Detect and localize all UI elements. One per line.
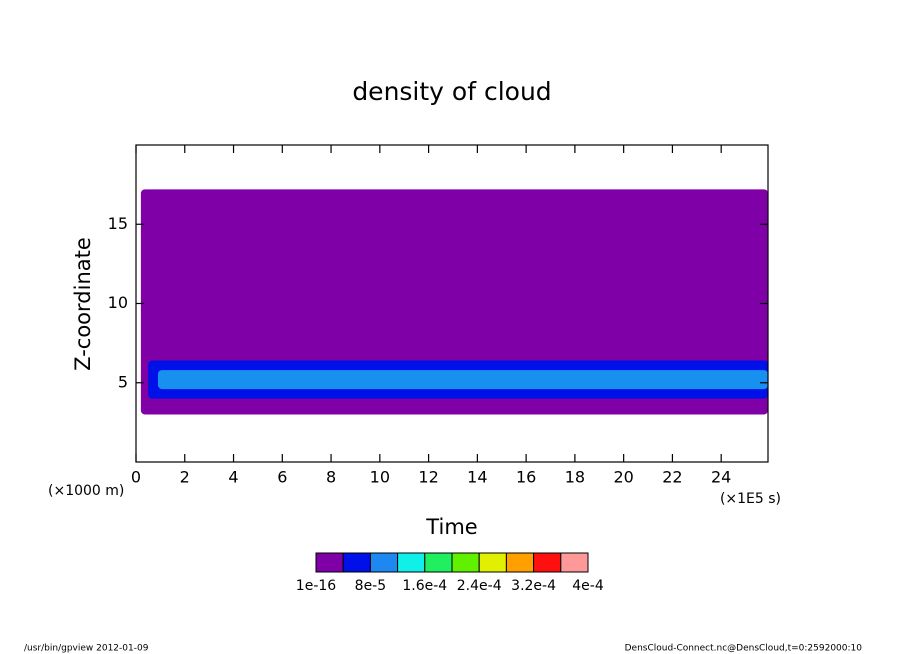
colorbar-label: 1.6e-4 bbox=[402, 578, 447, 594]
colorbar-label: 2.4e-4 bbox=[457, 578, 502, 594]
x-unit: (×1E5 s) bbox=[720, 491, 781, 507]
colorbar-swatch bbox=[342, 552, 371, 573]
x-tick-label: 22 bbox=[662, 468, 682, 487]
colorbar-label: 8e-5 bbox=[355, 578, 386, 594]
colorbar-swatch bbox=[560, 552, 589, 573]
y-tick-label: 5 bbox=[118, 372, 128, 391]
chart-title: density of cloud bbox=[352, 77, 551, 106]
x-tick-label: 6 bbox=[277, 468, 287, 487]
colorbar-swatch bbox=[478, 552, 507, 573]
y-axis-label: Z-coordinate bbox=[71, 237, 95, 371]
y-tick-label: 10 bbox=[108, 293, 128, 312]
colorbar-swatch bbox=[424, 552, 453, 573]
x-tick-label: 12 bbox=[418, 468, 438, 487]
x-axis-label: Time bbox=[425, 515, 477, 539]
x-tick-label: 4 bbox=[228, 468, 238, 487]
x-tick-label: 0 bbox=[131, 468, 141, 487]
contour-region bbox=[140, 189, 768, 415]
colorbar-swatch bbox=[451, 552, 480, 573]
y-unit: (×1000 m) bbox=[48, 483, 124, 499]
x-tick-label: 18 bbox=[565, 468, 585, 487]
contour-region bbox=[157, 370, 768, 390]
colorbar-swatch bbox=[533, 552, 562, 573]
colorbar-label: 1e-16 bbox=[296, 578, 336, 594]
colorbar-swatch bbox=[505, 552, 535, 573]
footer-left: /usr/bin/gpview 2012-01-09 bbox=[24, 644, 149, 654]
x-tick-label: 8 bbox=[326, 468, 336, 487]
contour-field bbox=[140, 189, 768, 415]
colorbar-label: 4e-4 bbox=[572, 578, 604, 594]
footer-right: DensCloud-Connect.nc@DensCloud,t=0:25920… bbox=[625, 644, 863, 654]
y-tick-label: 15 bbox=[108, 214, 128, 233]
x-tick-label: 24 bbox=[711, 468, 731, 487]
colorbar-label: 3.2e-4 bbox=[511, 578, 556, 594]
x-tick-label: 14 bbox=[467, 468, 487, 487]
x-tick-label: 2 bbox=[180, 468, 190, 487]
colorbar-swatch bbox=[369, 552, 399, 573]
x-tick-label: 10 bbox=[370, 468, 390, 487]
colorbar-swatch bbox=[397, 552, 426, 573]
colorbar-swatch bbox=[315, 552, 344, 573]
x-tick-label: 16 bbox=[516, 468, 536, 487]
x-tick-label: 20 bbox=[613, 468, 633, 487]
